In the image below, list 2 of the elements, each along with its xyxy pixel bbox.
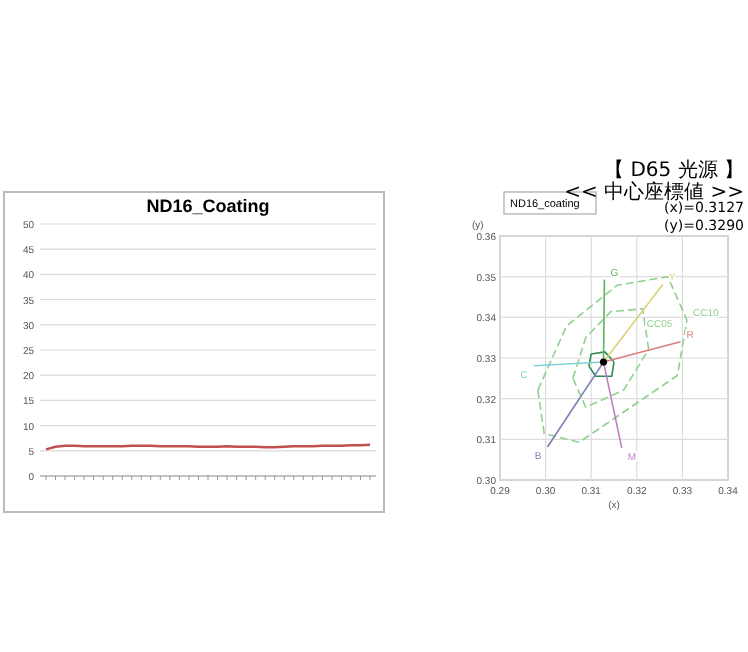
text: 【 D65 光源 】	[604, 158, 744, 182]
chart-title: ND16_Coating	[146, 196, 270, 216]
